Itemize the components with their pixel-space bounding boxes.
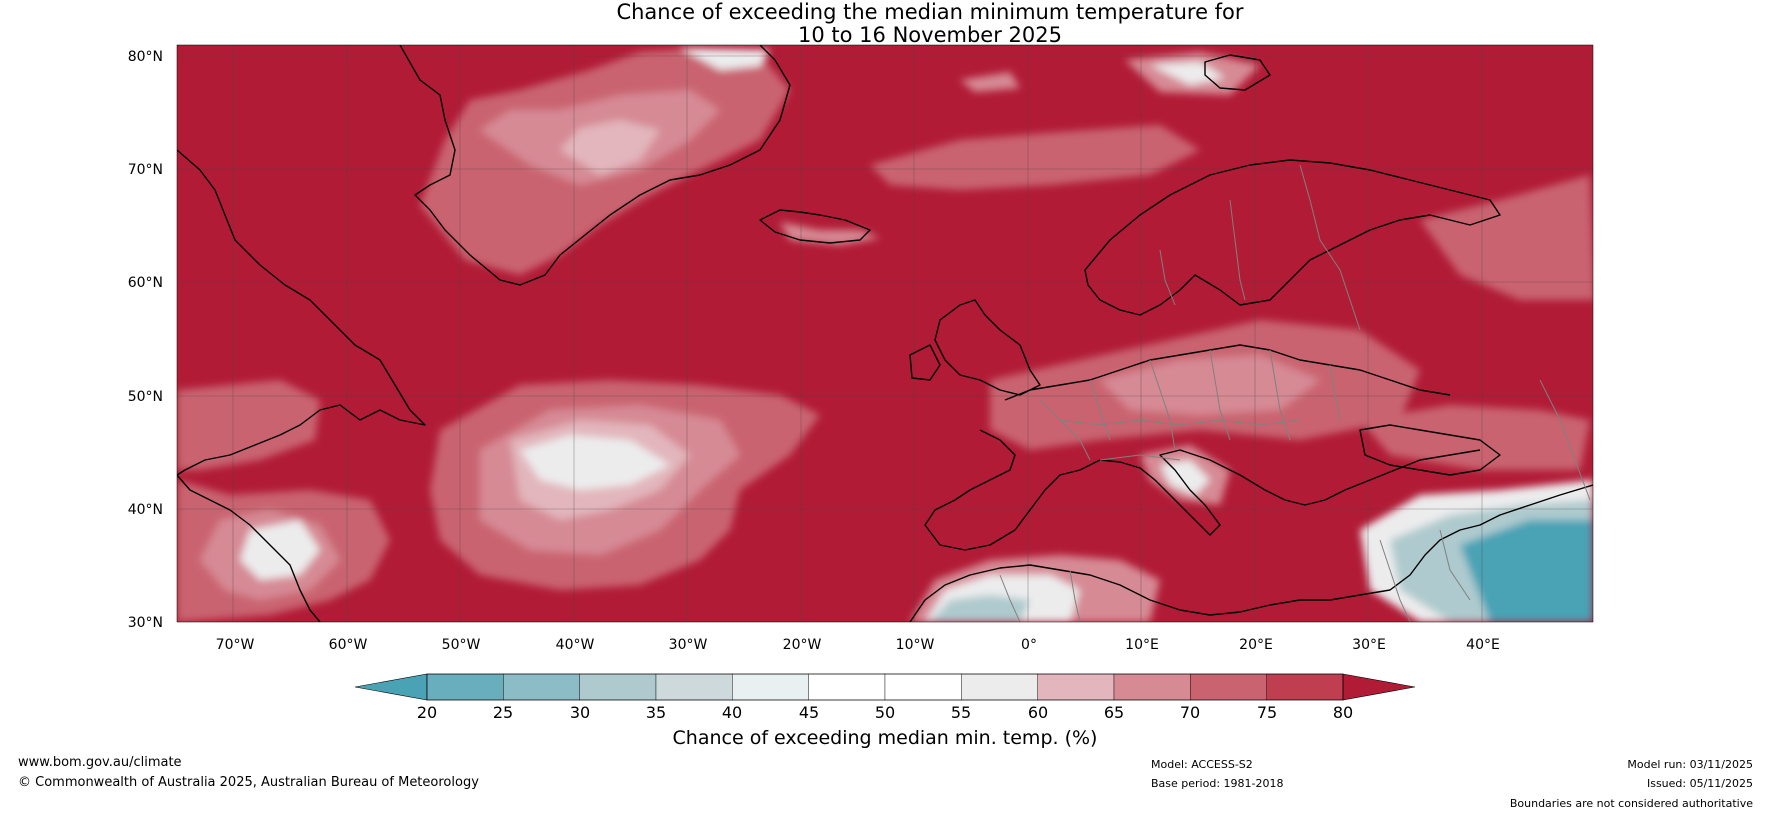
colorbar-label: 80 [1333,703,1353,722]
colorbar-segment [426,673,504,701]
italy-core-patch [1160,460,1210,495]
colorbar-label: 70 [1180,703,1200,722]
colorbar-segments [426,673,1344,701]
colorbar-segment [884,673,962,701]
colorbar-label: 45 [799,703,819,722]
colorbar-label: 65 [1104,703,1124,722]
copyright-text: © Commonwealth of Australia 2025, Austra… [18,775,479,790]
europe-inner-patch [1100,355,1320,415]
lon-label: 0° [1021,637,1037,653]
colorbar-labels: 20 25 30 35 40 45 50 55 60 65 70 75 80 [417,703,1353,722]
colorbar-high-extension [1342,673,1416,701]
colorbar-segment [1113,673,1191,701]
lat-label: 50°N [128,389,163,405]
issued-date: Issued: 05/11/2025 [1646,777,1753,790]
colorbar-label: 30 [570,703,590,722]
graticule [177,45,1593,622]
lat-label: 70°N [128,162,163,178]
colorbar-segment [961,673,1038,701]
probability-patches [177,48,1593,622]
greenland-core-patch [560,120,660,175]
black-sea-patch [1360,405,1590,470]
map-title-line1: Chance of exceeding the median minimum t… [616,0,1244,24]
website-link[interactable]: www.bom.gov.au/climate [18,755,182,770]
coastlines [177,45,1593,622]
colorbar-segment [1190,673,1267,701]
model-name: Model: ACCESS-S2 [1151,758,1253,771]
colorbar-label: 25 [493,703,513,722]
colorbar-segment [655,673,733,701]
lon-label: 50°W [442,637,481,653]
colorbar-label: 75 [1257,703,1277,722]
lat-label: 60°N [128,275,163,291]
iceland-patch [780,222,880,245]
colorbar-label: 40 [722,703,742,722]
lon-label: 10°E [1125,637,1159,653]
scandinavia-coast [1084,159,1501,316]
mediterranean-north-coast [924,429,1481,551]
base-period: Base period: 1981-2018 [1151,777,1284,790]
nova-scotia-patch [177,380,320,470]
colorbar-label: 20 [417,703,437,722]
colorbar-label: 60 [1028,703,1048,722]
europe-north-coast [1004,344,1451,401]
lat-label: 40°N [128,502,163,518]
north-africa-core-patch [930,595,1030,622]
colorbar-label: 50 [875,703,895,722]
lon-label: 10°W [896,637,935,653]
lon-label: 20°W [783,637,822,653]
lon-label: 20°E [1239,637,1273,653]
colorbar-segment [732,673,809,701]
latitude-axis: 80°N 70°N 60°N 50°N 40°N 30°N [128,49,163,631]
colorbar-segment [808,673,886,701]
colorbar-title: Chance of exceeding median min. temp. (%… [672,727,1098,749]
lon-label: 40°W [556,637,595,653]
lon-label: 30°W [669,637,708,653]
colorbar-low-extension [354,673,428,701]
black-sea-coast [1359,424,1501,476]
colorbar-label: 55 [951,703,971,722]
lat-label: 80°N [128,49,163,65]
country-borders [999,164,1591,622]
us-east-coast [177,474,321,622]
colorbar-segment [503,673,580,701]
middle-east-core-patch [1460,520,1593,622]
longitude-axis: 70°W 60°W 50°W 40°W 30°W 20°W 10°W 0° 10… [216,637,1500,653]
iceland-coast [759,209,871,244]
british-isles-coast [934,299,1041,396]
model-run-date: Model run: 03/11/2025 [1627,758,1753,771]
lat-label: 30°N [128,615,163,631]
arctic-north-patch [960,72,1020,92]
colorbar-frame [426,673,1344,701]
lon-label: 30°E [1352,637,1386,653]
colorbar: 20 25 30 35 40 45 50 55 60 65 70 75 80 [354,673,1416,722]
map-frame [176,44,1594,623]
svalbard-inner-patch [1150,62,1225,85]
boundaries-disclaimer: Boundaries are not considered authoritat… [1509,797,1753,810]
central-atlantic-core-patch [520,435,670,490]
mediterranean-south-coast [909,484,1593,622]
north-america-coast [177,149,426,476]
svalbard-coast [1204,54,1271,91]
map-title-line2: 10 to 16 November 2025 [798,23,1062,47]
ireland-coast [909,344,941,381]
greenland-north-patch [680,48,770,70]
northeast-russia-patch [1420,175,1593,300]
colorbar-segment [1037,673,1115,701]
greenland-coast [399,45,791,286]
lon-label: 70°W [216,637,255,653]
map-field [177,45,1593,622]
lon-label: 40°E [1466,637,1500,653]
arctic-band-patch [870,125,1200,190]
lon-label: 60°W [329,637,368,653]
colorbar-segment [1266,673,1344,701]
colorbar-label: 35 [646,703,666,722]
colorbar-segment [579,673,657,701]
